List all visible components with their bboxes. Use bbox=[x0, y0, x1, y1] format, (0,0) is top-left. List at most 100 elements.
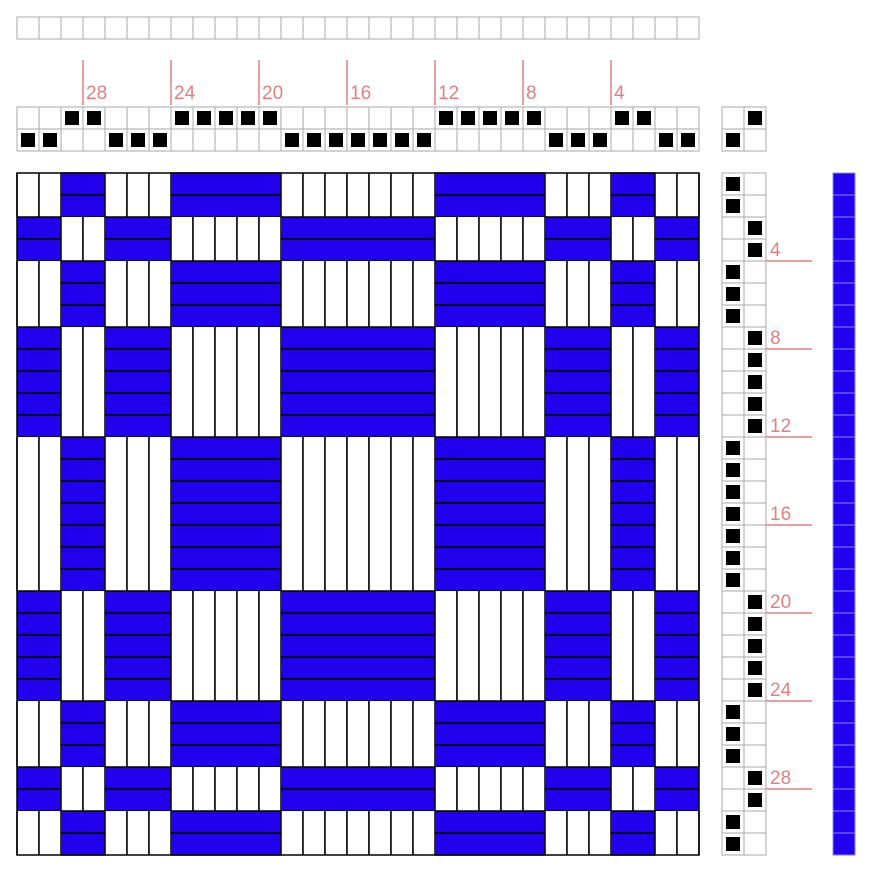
drawdown-cell bbox=[347, 503, 369, 525]
drawdown-cell bbox=[17, 745, 39, 767]
threading-number: 24 bbox=[174, 83, 196, 104]
drawdown-cell bbox=[105, 525, 127, 547]
drawdown-cell bbox=[149, 327, 171, 349]
drawdown-cell bbox=[435, 305, 457, 327]
drawdown-cell bbox=[237, 745, 259, 767]
drawdown-cell bbox=[391, 437, 413, 459]
drawdown-cell bbox=[391, 415, 413, 437]
drawdown-cell bbox=[457, 833, 479, 855]
drawdown-cell bbox=[435, 591, 457, 613]
drawdown-cell bbox=[611, 459, 633, 481]
drawdown-cell bbox=[303, 811, 325, 833]
drawdown-cell bbox=[567, 217, 589, 239]
drawdown-cell bbox=[17, 701, 39, 723]
warp-color-cell bbox=[566, 16, 590, 40]
threading-cell bbox=[632, 128, 656, 152]
tieup-cell bbox=[721, 106, 745, 130]
warp-color-cell bbox=[346, 16, 370, 40]
drawdown-cell bbox=[83, 591, 105, 613]
treadling-mark bbox=[748, 353, 762, 367]
drawdown-cell bbox=[457, 789, 479, 811]
treadling-cell bbox=[743, 436, 767, 460]
drawdown-cell bbox=[259, 349, 281, 371]
drawdown-cell bbox=[633, 591, 655, 613]
drawdown-cell bbox=[677, 723, 699, 745]
drawdown-cell bbox=[127, 569, 149, 591]
treadling-mark bbox=[748, 793, 762, 807]
drawdown-cell bbox=[633, 833, 655, 855]
drawdown-cell bbox=[611, 349, 633, 371]
threading-mark bbox=[285, 133, 299, 147]
drawdown-cell bbox=[611, 217, 633, 239]
drawdown-cell bbox=[149, 591, 171, 613]
drawdown-cell bbox=[259, 723, 281, 745]
treadling-cell bbox=[721, 216, 745, 240]
drawdown-cell bbox=[677, 613, 699, 635]
drawdown-cell bbox=[149, 767, 171, 789]
drawdown-cell bbox=[677, 503, 699, 525]
treadling-mark bbox=[726, 705, 740, 719]
drawdown-cell bbox=[347, 723, 369, 745]
warp-color-cell bbox=[82, 16, 106, 40]
drawdown-cell bbox=[567, 569, 589, 591]
drawdown-cell bbox=[237, 591, 259, 613]
drawdown-cell bbox=[105, 833, 127, 855]
drawdown-cell bbox=[391, 195, 413, 217]
threading-mark bbox=[681, 133, 695, 147]
drawdown-cell bbox=[633, 371, 655, 393]
drawdown-cell bbox=[149, 547, 171, 569]
drawdown-cell bbox=[369, 459, 391, 481]
drawdown-cell bbox=[127, 811, 149, 833]
drawdown-cell bbox=[391, 547, 413, 569]
threading-number: 4 bbox=[614, 83, 625, 104]
drawdown-cell bbox=[413, 679, 435, 701]
drawdown-cell bbox=[193, 723, 215, 745]
drawdown-cell bbox=[303, 283, 325, 305]
drawdown-cell bbox=[655, 415, 677, 437]
drawdown-cell bbox=[325, 701, 347, 723]
drawdown-cell bbox=[611, 657, 633, 679]
drawdown-cell bbox=[677, 701, 699, 723]
drawdown-cell bbox=[127, 701, 149, 723]
drawdown-cell bbox=[633, 481, 655, 503]
threading-cell bbox=[126, 106, 150, 130]
drawdown-cell bbox=[633, 789, 655, 811]
drawdown-cell bbox=[215, 371, 237, 393]
drawdown-cell bbox=[281, 283, 303, 305]
drawdown-cell bbox=[435, 613, 457, 635]
drawdown-cell bbox=[149, 217, 171, 239]
warp-color-cell bbox=[104, 16, 128, 40]
drawdown-cell bbox=[611, 833, 633, 855]
drawdown-cell bbox=[303, 745, 325, 767]
drawdown-cell bbox=[677, 569, 699, 591]
drawdown-cell bbox=[435, 657, 457, 679]
drawdown-cell bbox=[303, 613, 325, 635]
drawdown-cell bbox=[435, 173, 457, 195]
drawdown-cell bbox=[567, 195, 589, 217]
weft-color-cell bbox=[832, 590, 856, 614]
drawdown-cell bbox=[611, 261, 633, 283]
drawdown-cell bbox=[281, 569, 303, 591]
warp-color-cell bbox=[632, 16, 656, 40]
drawdown-cell bbox=[215, 789, 237, 811]
drawdown-cell bbox=[435, 767, 457, 789]
drawdown-cell bbox=[61, 767, 83, 789]
threading-number: 16 bbox=[350, 83, 371, 104]
treadling-mark bbox=[726, 199, 740, 213]
drawdown-cell bbox=[149, 657, 171, 679]
drawdown-cell bbox=[215, 239, 237, 261]
warp-color-cell bbox=[192, 16, 216, 40]
drawdown-cell bbox=[611, 569, 633, 591]
drawdown-cell bbox=[501, 217, 523, 239]
drawdown-cell bbox=[149, 239, 171, 261]
drawdown-cell bbox=[281, 437, 303, 459]
threading-mark bbox=[615, 111, 629, 125]
drawdown-cell bbox=[325, 613, 347, 635]
drawdown-cell bbox=[171, 767, 193, 789]
drawdown-cell bbox=[83, 261, 105, 283]
drawdown-cell bbox=[193, 701, 215, 723]
drawdown-cell bbox=[369, 261, 391, 283]
drawdown-cell bbox=[655, 657, 677, 679]
weft-color-cell bbox=[832, 392, 856, 416]
drawdown-cell bbox=[325, 789, 347, 811]
